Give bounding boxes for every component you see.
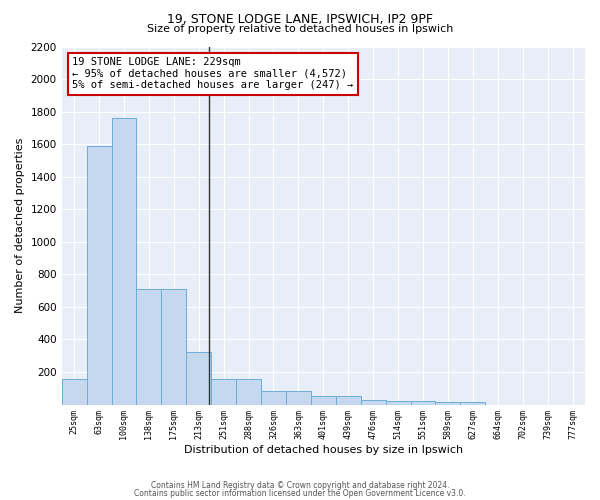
Bar	[286, 390, 311, 404]
X-axis label: Distribution of detached houses by size in Ipswich: Distribution of detached houses by size …	[184, 445, 463, 455]
Bar	[211, 378, 236, 404]
Bar	[186, 352, 211, 405]
Bar	[236, 378, 261, 404]
Bar	[136, 289, 161, 405]
Bar	[460, 402, 485, 404]
Bar	[112, 118, 136, 405]
Text: 19, STONE LODGE LANE, IPSWICH, IP2 9PF: 19, STONE LODGE LANE, IPSWICH, IP2 9PF	[167, 12, 433, 26]
Bar	[410, 402, 436, 404]
Text: Contains HM Land Registry data © Crown copyright and database right 2024.: Contains HM Land Registry data © Crown c…	[151, 481, 449, 490]
Bar	[62, 378, 86, 404]
Bar	[386, 402, 410, 404]
Bar	[161, 289, 186, 405]
Bar	[336, 396, 361, 404]
Text: Size of property relative to detached houses in Ipswich: Size of property relative to detached ho…	[147, 24, 453, 34]
Bar	[86, 146, 112, 405]
Bar	[261, 390, 286, 404]
Y-axis label: Number of detached properties: Number of detached properties	[15, 138, 25, 313]
Text: 19 STONE LODGE LANE: 229sqm
← 95% of detached houses are smaller (4,572)
5% of s: 19 STONE LODGE LANE: 229sqm ← 95% of det…	[72, 57, 353, 90]
Bar	[311, 396, 336, 404]
Bar	[436, 402, 460, 404]
Bar	[361, 400, 386, 404]
Text: Contains public sector information licensed under the Open Government Licence v3: Contains public sector information licen…	[134, 488, 466, 498]
